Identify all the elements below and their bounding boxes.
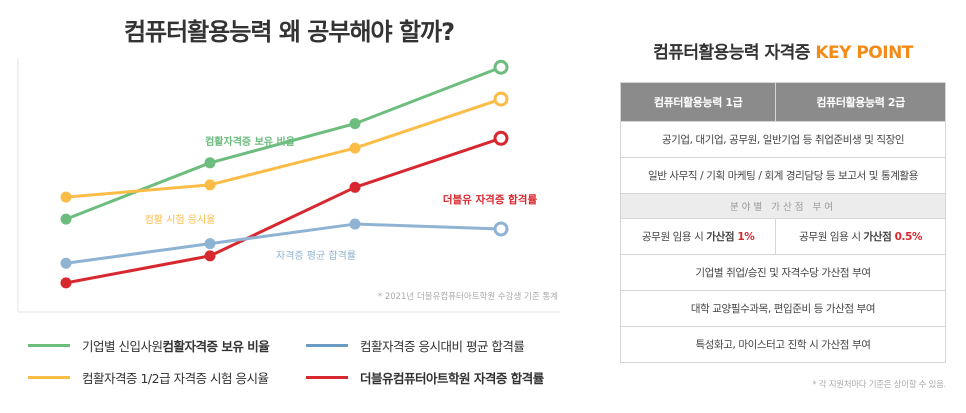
table-header-level2: 컴퓨터활용능력 2급 <box>775 82 946 122</box>
series-1-point-3 <box>493 91 509 107</box>
table-footnote: * 각 지원처마다 기준은 상이할 수 있음. <box>812 380 946 390</box>
series-line-1 <box>65 97 502 199</box>
series-3-point-1 <box>204 238 216 250</box>
series-3-point-3 <box>493 221 509 237</box>
bonus2-text: 공무원 임용 시 <box>799 231 864 243</box>
series-2-point-2 <box>349 181 361 193</box>
legend-label-yellow: 컴활자격증 1/2급 자격증 시험 응시율 <box>82 371 269 386</box>
chart-title: 컴퓨터활용능력 왜 공부해야 할까? <box>123 18 455 46</box>
table-row-target: 공기업, 대기업, 공무원, 일반기업 등 취업준비생 및 직장인 <box>620 121 946 158</box>
series-0-point-1 <box>204 157 216 169</box>
legend-item-green: 기업별 신입사원 컴활자격증 보유 비율 <box>28 336 270 355</box>
key-point-table: 컴퓨터활용능력 1급 컴퓨터활용능력 2급 공기업, 대기업, 공무원, 일반기… <box>619 82 946 363</box>
series-label-2: 더블유 자격증 합격률 <box>443 193 538 206</box>
series-label-1: 컴활 시험 응시율 <box>145 213 216 226</box>
legend-swatch-blue <box>306 344 348 347</box>
series-0-point-3 <box>493 59 509 75</box>
series-1-point-0 <box>60 191 72 203</box>
table-row-company-bonus: 기업별 취업/승진 및 자격수당 가산점 부여 <box>620 254 946 291</box>
bonus1-value: 1% <box>737 231 755 243</box>
series-line-2 <box>65 136 502 285</box>
legend-swatch-red <box>306 376 348 379</box>
table-header-level1: 컴퓨터활용능력 1급 <box>619 82 777 122</box>
bonus1-text: 공무원 임용 시 <box>641 231 707 243</box>
legend-item-red: 더블유컴퓨터아트학원 자격증 합격률 <box>306 368 544 387</box>
table-cell-bonus-level1: 공무원 임용 시 가산점 1% <box>619 218 777 255</box>
legend-label-green-b: 컴활자격증 보유 비율 <box>162 339 270 354</box>
table-row-university-bonus: 대학 교양필수과목, 편입준비 등 가산점 부여 <box>620 290 946 327</box>
bonus2-value: 0.5% <box>894 231 923 243</box>
legend-label-blue: 컴활자격증 응시대비 평균 합격률 <box>360 339 525 354</box>
legend-label-green-a: 기업별 신입사원 <box>82 339 163 354</box>
series-1-point-1 <box>204 179 216 191</box>
series-3-point-2 <box>349 218 361 230</box>
series-2-point-1 <box>204 250 216 262</box>
legend-item-blue: 컴활자격증 응시대비 평균 합격률 <box>306 336 525 355</box>
table-cell-bonus-level2: 공무원 임용 시 가산점 0.5% <box>775 218 946 255</box>
series-label-3: 자격증 평균 합격률 <box>276 249 356 262</box>
key-point-title-main: 컴퓨터활용능력 자격증 <box>653 43 816 63</box>
table-row-usage: 일반 사무직 / 기획 마케팅 / 회계 경리담당 등 보고서 및 통계활용 <box>620 157 946 194</box>
series-0-point-2 <box>349 118 361 130</box>
legend-swatch-green <box>28 344 70 347</box>
table-section-bonus: 분야별 가산점 부여 <box>620 193 946 219</box>
series-2-point-3 <box>493 130 509 146</box>
chart-source-note: * 2021년 더블유컴퓨터아트학원 수강생 기준 통계 <box>378 291 558 302</box>
legend-swatch-yellow <box>28 376 70 379</box>
series-line-3 <box>65 222 502 265</box>
key-point-title: 컴퓨터활용능력 자격증 KEY POINT <box>620 38 946 63</box>
bonus1-label: 가산점 <box>706 231 738 243</box>
key-point-title-accent: KEY POINT <box>815 43 913 63</box>
series-1-point-2 <box>349 142 361 154</box>
series-0-point-0 <box>60 213 72 225</box>
series-2-point-0 <box>60 277 72 289</box>
series-label-0: 컴활자격증 보유 비율 <box>205 135 295 148</box>
legend-label-red: 더블유컴퓨터아트학원 자격증 합격률 <box>360 371 544 386</box>
table-row-school-bonus: 특성화고, 마이스터고 진학 시 가산점 부여 <box>620 326 946 363</box>
legend-item-yellow: 컴활자격증 1/2급 자격증 시험 응시율 <box>28 368 269 387</box>
series-3-point-0 <box>60 257 72 269</box>
bonus2-label: 가산점 <box>863 231 895 243</box>
